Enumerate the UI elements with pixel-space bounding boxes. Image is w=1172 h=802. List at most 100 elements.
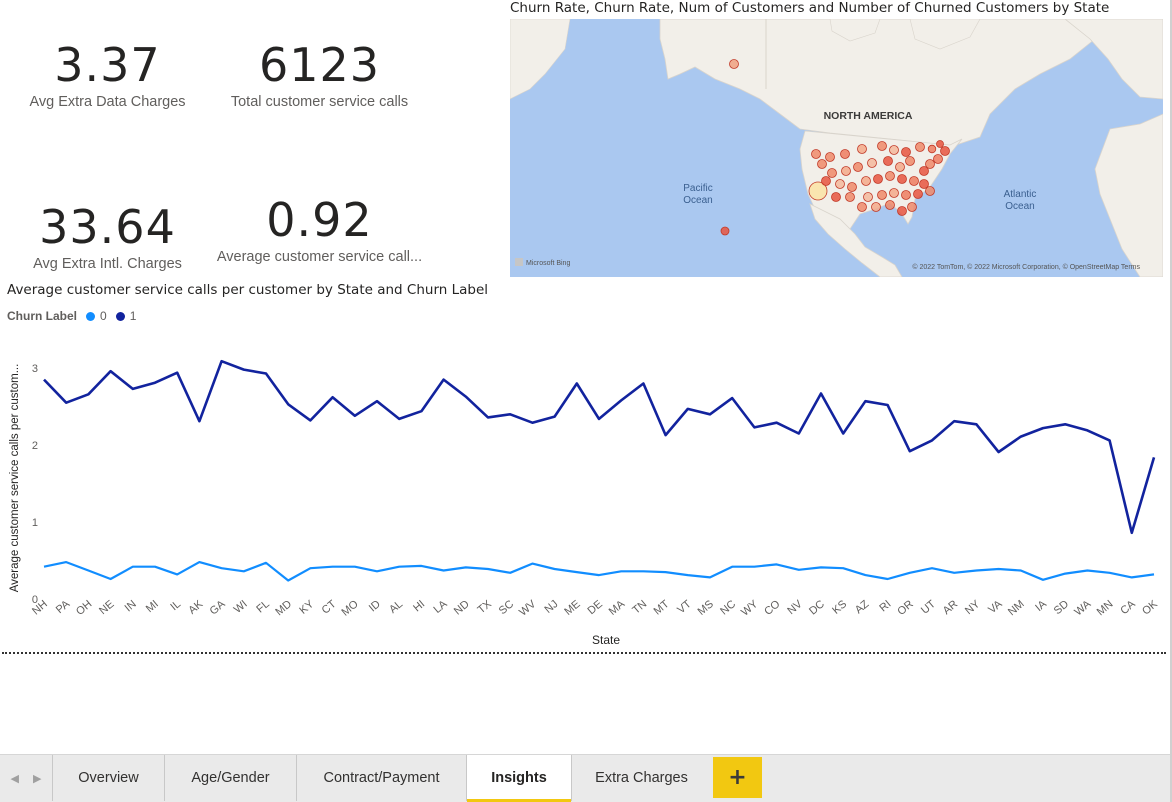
data-point-series-0[interactable]: [1040, 577, 1046, 583]
data-point-series-1[interactable]: [396, 416, 402, 422]
state-bubble[interactable]: [835, 179, 845, 189]
kpi-card-avg-service-calls[interactable]: 0.92 Average customer service call...: [212, 197, 427, 265]
data-point-series-1[interactable]: [219, 358, 225, 364]
state-bubble[interactable]: [897, 206, 907, 216]
data-point-series-1[interactable]: [685, 406, 691, 412]
state-bubble[interactable]: [811, 149, 821, 159]
state-bubble[interactable]: [877, 141, 887, 151]
data-point-series-0[interactable]: [108, 576, 114, 582]
data-point-series-1[interactable]: [418, 408, 424, 414]
data-point-series-1[interactable]: [441, 377, 447, 383]
data-point-series-0[interactable]: [751, 564, 757, 570]
data-point-series-0[interactable]: [973, 568, 979, 574]
state-bubble[interactable]: [877, 190, 887, 200]
data-point-series-1[interactable]: [1151, 454, 1157, 460]
state-bubble[interactable]: [867, 158, 877, 168]
data-point-series-1[interactable]: [751, 424, 757, 430]
data-point-series-1[interactable]: [862, 398, 868, 404]
data-point-series-0[interactable]: [196, 559, 202, 565]
state-bubble[interactable]: [919, 179, 929, 189]
data-point-series-1[interactable]: [1129, 530, 1135, 536]
data-point-series-1[interactable]: [330, 394, 336, 400]
data-point-series-0[interactable]: [485, 566, 491, 572]
add-page-button[interactable]: +: [713, 757, 762, 798]
data-point-series-1[interactable]: [374, 398, 380, 404]
state-bubbles[interactable]: [720, 59, 950, 236]
data-point-series-1[interactable]: [574, 381, 580, 387]
tab-age-gender[interactable]: Age/Gender: [164, 755, 296, 801]
data-point-series-1[interactable]: [152, 380, 158, 386]
state-bubble[interactable]: [940, 146, 950, 156]
tab-contract-payment[interactable]: Contract/Payment: [296, 755, 466, 801]
state-bubble[interactable]: [861, 176, 871, 186]
state-bubble[interactable]: [825, 152, 835, 162]
data-point-series-0[interactable]: [1084, 568, 1090, 574]
data-point-series-0[interactable]: [907, 570, 913, 576]
data-point-series-1[interactable]: [130, 386, 136, 392]
state-bubble[interactable]: [901, 147, 911, 157]
state-bubble[interactable]: [841, 166, 851, 176]
data-point-series-0[interactable]: [85, 568, 91, 574]
data-point-series-1[interactable]: [263, 371, 269, 377]
data-point-series-1[interactable]: [1107, 437, 1113, 443]
data-point-series-1[interactable]: [1040, 425, 1046, 431]
state-bubble[interactable]: [817, 159, 827, 169]
data-point-series-1[interactable]: [85, 391, 91, 397]
data-point-series-0[interactable]: [330, 564, 336, 570]
data-point-series-1[interactable]: [463, 394, 469, 400]
state-bubble[interactable]: [821, 176, 831, 186]
state-bubble[interactable]: [853, 162, 863, 172]
data-point-series-0[interactable]: [862, 572, 868, 578]
data-point-series-0[interactable]: [441, 568, 447, 574]
series-line-0[interactable]: [43, 561, 1155, 582]
legend-label-0[interactable]: 0: [100, 309, 107, 323]
data-point-series-1[interactable]: [885, 402, 891, 408]
data-point-series-0[interactable]: [152, 564, 158, 570]
data-point-series-1[interactable]: [196, 418, 202, 424]
data-point-series-1[interactable]: [485, 414, 491, 420]
state-bubble[interactable]: [840, 149, 850, 159]
data-point-series-0[interactable]: [729, 564, 735, 570]
data-point-series-0[interactable]: [774, 561, 780, 567]
state-bubble[interactable]: [831, 192, 841, 202]
legend-label-1[interactable]: 1: [129, 309, 137, 323]
data-point-series-0[interactable]: [1151, 571, 1157, 577]
state-bubble[interactable]: [895, 162, 905, 172]
state-bubble[interactable]: [919, 166, 929, 176]
data-point-series-1[interactable]: [973, 421, 979, 427]
data-point-series-0[interactable]: [263, 560, 269, 566]
data-point-series-1[interactable]: [929, 437, 935, 443]
data-point-series-0[interactable]: [1062, 571, 1068, 577]
kpi-card-avg-extra-intl[interactable]: 33.64 Avg Extra Intl. Charges: [20, 204, 195, 272]
map-attribution[interactable]: © 2022 TomTom, © 2022 Microsoft Corporat…: [912, 263, 1140, 271]
state-bubble[interactable]: [720, 226, 730, 236]
state-bubble[interactable]: [885, 200, 895, 210]
data-point-series-1[interactable]: [352, 413, 358, 419]
data-point-series-1[interactable]: [663, 432, 669, 438]
data-point-series-1[interactable]: [241, 367, 247, 373]
state-bubble[interactable]: [827, 168, 837, 178]
data-point-series-1[interactable]: [1084, 427, 1090, 433]
data-point-series-1[interactable]: [507, 411, 513, 417]
data-point-series-1[interactable]: [108, 368, 114, 374]
data-point-series-1[interactable]: [996, 449, 1002, 455]
data-point-series-0[interactable]: [685, 572, 691, 578]
data-point-series-1[interactable]: [707, 411, 713, 417]
state-bubble[interactable]: [857, 202, 867, 212]
state-bubble[interactable]: [933, 154, 943, 164]
data-point-series-0[interactable]: [63, 559, 69, 565]
data-point-series-0[interactable]: [618, 568, 624, 574]
data-point-series-1[interactable]: [552, 414, 558, 420]
state-bubble[interactable]: [907, 202, 917, 212]
data-point-series-0[interactable]: [352, 564, 358, 570]
data-point-series-1[interactable]: [63, 400, 69, 406]
data-point-series-1[interactable]: [907, 448, 913, 454]
data-point-series-1[interactable]: [596, 416, 602, 422]
data-point-series-0[interactable]: [396, 564, 402, 570]
data-point-series-1[interactable]: [774, 420, 780, 426]
data-point-series-0[interactable]: [663, 569, 669, 575]
data-point-series-0[interactable]: [574, 569, 580, 575]
data-point-series-1[interactable]: [618, 397, 624, 403]
kpi-card-avg-extra-data[interactable]: 3.37 Avg Extra Data Charges: [20, 42, 195, 110]
data-point-series-0[interactable]: [463, 564, 469, 570]
